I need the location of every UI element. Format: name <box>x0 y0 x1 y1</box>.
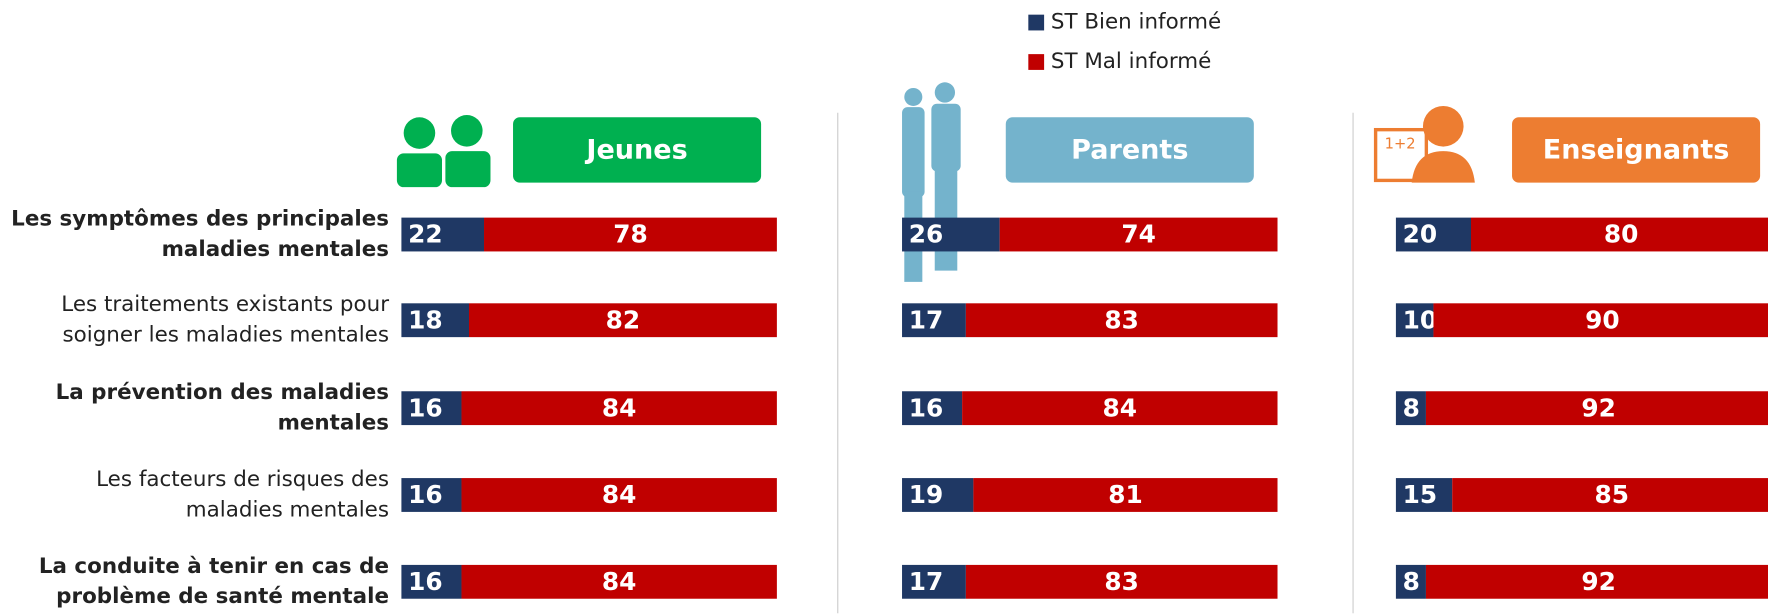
bar-segment <box>1433 303 1768 338</box>
legend-swatch <box>1028 14 1045 31</box>
value-label: 85 <box>1595 480 1630 509</box>
value-label: 16 <box>909 393 944 422</box>
value-label: 82 <box>606 305 641 334</box>
bar-segment <box>461 564 777 599</box>
bar-segment <box>1395 217 1472 252</box>
bar-segment <box>461 391 777 426</box>
bar-segment <box>1425 391 1768 426</box>
legend-label: ST Mal informé <box>1051 49 1211 74</box>
icon-parents <box>902 82 961 282</box>
legend-label: ST Bien informé <box>1051 10 1221 35</box>
bar-segment <box>461 478 777 512</box>
panel-header <box>1512 117 1761 183</box>
value-label: 19 <box>909 480 944 509</box>
value-label: 8 <box>1403 393 1420 422</box>
value-label: 18 <box>408 305 443 334</box>
category-label: La prévention des maladies mentales <box>0 374 389 442</box>
panel-title: Parents <box>1071 135 1188 166</box>
bar-segment <box>902 478 974 512</box>
value-label: 74 <box>1121 220 1156 249</box>
value-label: 16 <box>408 567 443 596</box>
value-label: 84 <box>602 480 637 509</box>
value-label: 8 <box>1403 567 1420 596</box>
value-label: 20 <box>1403 220 1438 249</box>
value-label: 84 <box>1103 393 1138 422</box>
bar-segment <box>1395 303 1434 338</box>
category-label: Les facteurs de risques des maladies men… <box>0 461 389 529</box>
bar-segment <box>401 391 462 426</box>
value-label: 16 <box>408 480 443 509</box>
bar-segment <box>401 478 462 512</box>
category-label: La conduite à tenir en cas de problème d… <box>0 548 389 616</box>
category-label: Les symptômes des principales maladies m… <box>0 201 389 269</box>
bar-segment <box>902 391 963 426</box>
value-label: 84 <box>602 567 637 596</box>
bar-segment <box>1425 564 1768 599</box>
bar-segment <box>484 217 777 252</box>
value-label: 17 <box>909 305 944 334</box>
bar-segment <box>999 217 1278 252</box>
value-label: 26 <box>909 220 944 249</box>
value-label: 17 <box>909 567 944 596</box>
panel-header <box>1005 117 1254 183</box>
bar-segment <box>401 564 462 599</box>
value-label: 83 <box>1104 305 1139 334</box>
category-label: Les traitements existants pour soigner l… <box>0 286 389 354</box>
bar-segment <box>965 564 1278 599</box>
bar-segment <box>962 391 1278 426</box>
value-label: 16 <box>408 393 443 422</box>
legend-swatch <box>1028 54 1045 70</box>
value-label: 92 <box>1581 393 1616 422</box>
value-label: 81 <box>1108 480 1143 509</box>
panel-title: Enseignants <box>1543 135 1730 166</box>
bar-segment <box>965 303 1278 338</box>
category-text: La conduite à tenir en cas de problème d… <box>38 553 390 609</box>
bar-segment <box>1395 391 1426 426</box>
bar-segment <box>902 303 966 338</box>
bar-segment <box>902 217 1000 252</box>
panel-title: Jeunes <box>584 135 687 166</box>
svg-text:1+2: 1+2 <box>1385 135 1416 152</box>
icon-youth <box>396 115 491 188</box>
bar-segment <box>973 478 1278 512</box>
value-label: 10 <box>1403 305 1438 334</box>
category-text: Les traitements existants pour soigner l… <box>61 292 390 348</box>
value-label: 92 <box>1581 567 1616 596</box>
icon-teacher: 1+2 <box>1373 105 1475 183</box>
bar-segment <box>401 303 469 338</box>
category-text: La prévention des maladies mentales <box>55 379 390 436</box>
value-label: 80 <box>1604 220 1639 249</box>
value-label: 15 <box>1403 480 1438 509</box>
value-label: 78 <box>613 220 648 249</box>
bar-segment <box>902 564 966 599</box>
value-label: 22 <box>408 220 443 249</box>
category-text: Les symptômes des principales maladies m… <box>11 206 390 262</box>
value-label: 90 <box>1585 305 1620 334</box>
category-text: Les facteurs de risques des maladies men… <box>96 466 390 523</box>
value-label: 83 <box>1104 567 1139 596</box>
bar-segment <box>1395 478 1453 512</box>
bar-segment <box>468 303 777 338</box>
bar-segment <box>1395 564 1426 599</box>
panel-header <box>513 117 762 183</box>
bar-segment <box>1471 217 1768 252</box>
bar-segment <box>1452 478 1768 512</box>
value-label: 84 <box>602 393 637 422</box>
bar-segment <box>401 217 485 252</box>
